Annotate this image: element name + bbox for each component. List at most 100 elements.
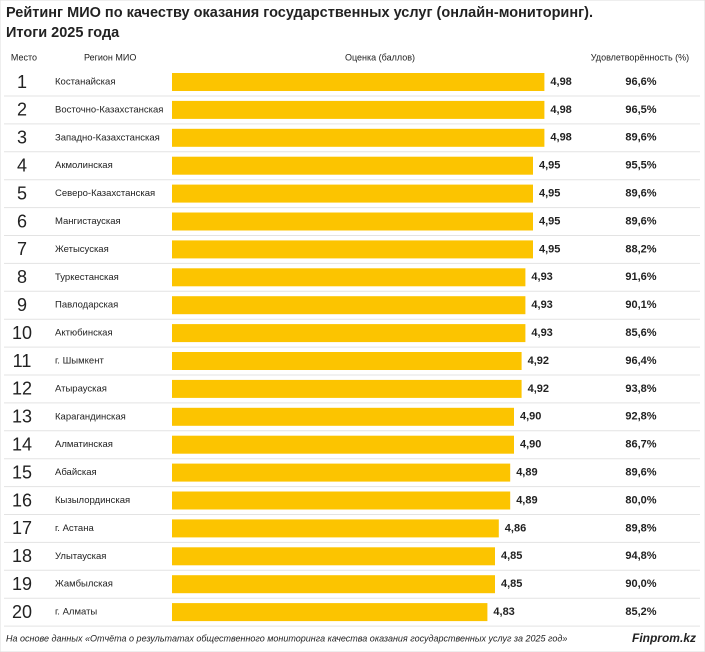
satisfaction-label: 96,5% bbox=[625, 104, 656, 116]
bar bbox=[172, 435, 514, 454]
region-label: Мангистауская bbox=[55, 216, 121, 227]
rank: 15 bbox=[12, 462, 32, 482]
region-label: Жамбылская bbox=[55, 579, 113, 590]
region-label: Западно-Казахстанская bbox=[55, 132, 160, 143]
rank: 12 bbox=[12, 379, 32, 399]
satisfaction-label: 90,0% bbox=[625, 578, 656, 590]
rank: 20 bbox=[12, 602, 32, 622]
value-label: 4,98 bbox=[550, 132, 571, 144]
rank: 4 bbox=[17, 155, 27, 175]
column-header: Оценка (баллов) bbox=[345, 52, 415, 62]
value-label: 4,92 bbox=[528, 355, 549, 367]
bar bbox=[172, 547, 495, 566]
rank: 9 bbox=[17, 295, 27, 315]
rank: 10 bbox=[12, 323, 32, 343]
region-label: Костанайская bbox=[55, 77, 115, 88]
region-label: Северо-Казахстанская bbox=[55, 188, 155, 199]
satisfaction-label: 85,2% bbox=[625, 606, 656, 618]
column-header: Удовлетворённость (%) bbox=[591, 52, 689, 62]
column-header: Место bbox=[11, 52, 37, 62]
value-label: 4,95 bbox=[539, 160, 560, 172]
rank: 19 bbox=[12, 574, 32, 594]
region-label: Жетысуская bbox=[55, 244, 109, 255]
bar bbox=[172, 407, 514, 426]
region-label: Карагандинская bbox=[55, 411, 126, 422]
satisfaction-label: 88,2% bbox=[625, 243, 656, 255]
brand: Finprom.kz bbox=[632, 631, 696, 645]
value-label: 4,90 bbox=[520, 411, 541, 423]
rank: 13 bbox=[12, 407, 32, 427]
bar bbox=[172, 296, 526, 315]
region-label: Атырауская bbox=[55, 383, 107, 394]
value-label: 4,95 bbox=[539, 188, 560, 200]
column-header: Регион МИО bbox=[84, 52, 136, 62]
value-label: 4,93 bbox=[531, 271, 552, 283]
satisfaction-label: 96,4% bbox=[625, 355, 656, 367]
region-label: г. Астана bbox=[55, 523, 94, 534]
bar bbox=[172, 184, 533, 203]
region-label: Алматинская bbox=[55, 439, 113, 450]
rank: 17 bbox=[12, 518, 32, 538]
satisfaction-label: 91,6% bbox=[625, 271, 656, 283]
region-label: Туркестанская bbox=[55, 272, 119, 283]
bar bbox=[172, 324, 526, 343]
chart-subtitle: Итоги 2025 года bbox=[6, 25, 120, 41]
value-label: 4,92 bbox=[528, 383, 549, 395]
rank: 14 bbox=[12, 434, 32, 454]
bar bbox=[172, 156, 533, 175]
satisfaction-label: 93,8% bbox=[625, 383, 656, 395]
rank: 8 bbox=[17, 267, 27, 287]
bar bbox=[172, 379, 522, 398]
chart-title: Рейтинг МИО по качеству оказания государ… bbox=[6, 5, 593, 21]
value-label: 4,89 bbox=[516, 467, 537, 479]
bar bbox=[172, 73, 545, 91]
satisfaction-label: 85,6% bbox=[625, 327, 656, 339]
region-label: Актюбинская bbox=[55, 328, 113, 339]
value-label: 4,83 bbox=[493, 606, 514, 618]
bar bbox=[172, 463, 511, 482]
satisfaction-label: 96,6% bbox=[625, 76, 656, 88]
bar bbox=[172, 352, 522, 370]
satisfaction-label: 89,6% bbox=[625, 467, 656, 479]
value-label: 4,86 bbox=[505, 522, 526, 534]
region-label: Улытауская bbox=[55, 551, 106, 562]
satisfaction-label: 80,0% bbox=[625, 494, 656, 506]
bar bbox=[172, 268, 526, 287]
region-label: Абайская bbox=[55, 467, 97, 478]
bar bbox=[172, 100, 545, 119]
rank: 3 bbox=[17, 128, 27, 148]
rank: 7 bbox=[17, 239, 27, 259]
bar bbox=[172, 240, 533, 259]
value-label: 4,93 bbox=[531, 327, 552, 339]
rank: 11 bbox=[13, 351, 32, 371]
region-label: Восточно-Казахстанская bbox=[55, 104, 163, 115]
bar bbox=[172, 128, 545, 147]
value-label: 4,98 bbox=[550, 76, 571, 88]
satisfaction-label: 92,8% bbox=[625, 411, 656, 423]
satisfaction-label: 95,5% bbox=[625, 160, 656, 172]
bar bbox=[172, 603, 488, 622]
bar bbox=[172, 212, 533, 231]
bar bbox=[172, 491, 511, 510]
satisfaction-label: 89,6% bbox=[625, 132, 656, 144]
value-label: 4,95 bbox=[539, 243, 560, 255]
region-label: г. Алматы bbox=[55, 607, 97, 618]
satisfaction-label: 94,8% bbox=[625, 550, 656, 562]
source-note: На основе данных «Отчёта о результатах о… bbox=[6, 633, 567, 643]
satisfaction-label: 89,6% bbox=[625, 215, 656, 227]
rank: 1 bbox=[17, 72, 27, 92]
rank: 16 bbox=[12, 490, 32, 510]
satisfaction-label: 90,1% bbox=[625, 299, 656, 311]
region-label: Павлодарская bbox=[55, 300, 118, 311]
satisfaction-label: 89,6% bbox=[625, 188, 656, 200]
value-label: 4,85 bbox=[501, 578, 522, 590]
value-label: 4,85 bbox=[501, 550, 522, 562]
value-label: 4,98 bbox=[550, 104, 571, 116]
rank: 6 bbox=[17, 211, 27, 231]
value-label: 4,93 bbox=[531, 299, 552, 311]
bar bbox=[172, 519, 499, 538]
region-label: Акмолинская bbox=[55, 160, 113, 171]
satisfaction-label: 86,7% bbox=[625, 439, 656, 451]
rank: 18 bbox=[12, 546, 32, 566]
